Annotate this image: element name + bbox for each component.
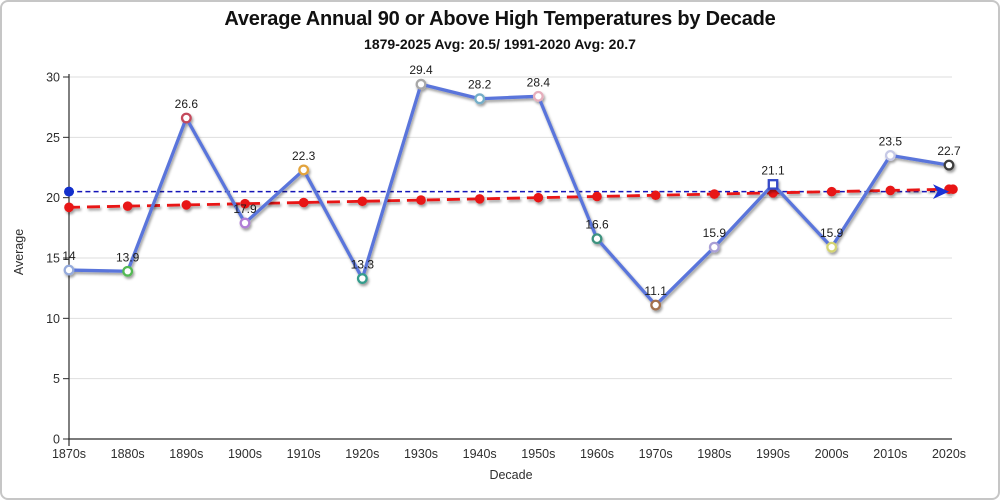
trend-line-group <box>64 184 954 213</box>
data-point-1890s <box>180 112 192 124</box>
data-point-1900s <box>239 217 251 229</box>
data-label-1930s: 29.4 <box>409 63 433 77</box>
data-point-1870s <box>63 264 75 276</box>
x-axis-label-1980s: 1980s <box>697 447 731 461</box>
y-axis-label-15: 15 <box>46 252 60 266</box>
data-point-1970s <box>650 299 662 311</box>
x-axis-label-2010s: 2010s <box>873 447 907 461</box>
x-axis-label-1920s: 1920s <box>345 447 379 461</box>
data-point-2000s <box>826 241 838 253</box>
trend-dot-1870s <box>64 202 74 213</box>
y-axis-label-30: 30 <box>46 71 60 85</box>
trend-dot-1940s <box>474 194 485 204</box>
data-label-1970s: 11.1 <box>644 284 667 298</box>
x-axis-label-2000s: 2000s <box>815 447 849 461</box>
x-axis-label-1940s: 1940s <box>463 447 497 461</box>
y-axis-label-25: 25 <box>46 131 60 145</box>
x-axis-label-1950s: 1950s <box>521 447 555 461</box>
trend-dot-1880s <box>122 201 133 211</box>
x-axis-label-2020s: 2020s <box>932 447 966 461</box>
series-line <box>67 82 951 307</box>
x-axis-label-1900s: 1900s <box>228 447 262 461</box>
data-point-1950s <box>532 90 544 102</box>
data-label-1900s: 17.9 <box>233 202 257 216</box>
trend-end-dot <box>948 184 958 195</box>
trend-dot-1910s <box>298 197 309 208</box>
data-point-1960s <box>591 233 603 245</box>
data-point-2020s <box>943 159 955 171</box>
average-line-start-dot <box>64 186 74 197</box>
x-axis-label-1870s: 1870s <box>52 447 86 461</box>
trend-dot-1990s <box>768 188 778 198</box>
data-label-1980s: 15.9 <box>703 226 727 240</box>
trend-dot-1950s <box>533 192 544 203</box>
x-axis-label-1970s: 1970s <box>639 447 673 461</box>
x-axis-label-1880s: 1880s <box>111 447 145 461</box>
trend-dot-1920s <box>357 196 368 207</box>
data-label-2020s: 22.7 <box>937 144 961 158</box>
data-label-2010s: 23.5 <box>879 134 903 148</box>
y-axis-title: Average <box>12 228 26 276</box>
trend-dot-2000s <box>826 186 837 197</box>
x-axis-title: Decade <box>489 468 533 482</box>
data-label-1920s: 13.3 <box>351 258 375 272</box>
data-point-1990s <box>767 179 779 190</box>
y-axis-label-20: 20 <box>46 191 60 205</box>
x-axis-label-1930s: 1930s <box>404 447 438 461</box>
chart-title: Average Annual 90 or Above High Temperat… <box>224 8 776 30</box>
x-axis-label-1990s: 1990s <box>756 447 790 461</box>
trend-dot-1970s <box>650 190 661 201</box>
trend-dot-1900s <box>240 198 250 209</box>
data-point-1880s <box>122 265 134 277</box>
chart-subtitle: 1879-2025 Avg: 20.5/ 1991-2020 Avg: 20.7 <box>364 36 636 52</box>
data-point-1920s <box>356 273 368 284</box>
data-label-1870s: 14 <box>62 249 76 263</box>
x-axis-label-1890s: 1890s <box>169 447 203 461</box>
data-label-1890s: 26.6 <box>175 97 199 111</box>
data-point-1980s <box>708 241 720 253</box>
data-point-1940s <box>474 93 486 105</box>
data-point-2010s <box>884 149 896 161</box>
data-label-1940s: 28.2 <box>468 78 492 92</box>
data-label-1880s: 13.9 <box>116 250 140 264</box>
trend-arrow-icon <box>933 184 949 200</box>
data-label-1990s: 21.1 <box>761 163 785 177</box>
data-label-1950s: 28.4 <box>527 75 551 89</box>
x-axis-label-1960s: 1960s <box>580 447 614 461</box>
data-label-1960s: 16.6 <box>585 218 609 232</box>
data-point-1930s <box>415 78 427 90</box>
y-axis-label-10: 10 <box>46 312 60 326</box>
trend-line <box>66 187 954 209</box>
series-group <box>63 78 955 311</box>
y-axis-label-0: 0 <box>53 433 60 447</box>
trend-dot-1980s <box>709 189 720 199</box>
trend-dot-1890s <box>181 200 192 210</box>
data-label-2000s: 15.9 <box>820 226 844 240</box>
x-axis-label-1910s: 1910s <box>287 447 321 461</box>
trend-dot-1930s <box>416 195 426 205</box>
trend-dot-2010s <box>885 185 896 196</box>
trend-dot-1960s <box>592 191 602 202</box>
y-axis-label-5: 5 <box>53 372 60 386</box>
data-point-1910s <box>298 164 310 176</box>
data-label-1910s: 22.3 <box>292 149 316 163</box>
